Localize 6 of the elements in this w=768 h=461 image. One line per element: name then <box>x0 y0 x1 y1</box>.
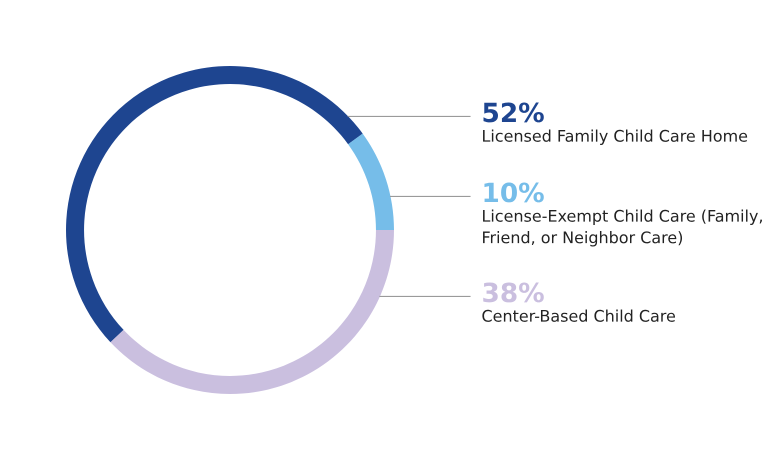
slice-label: Center-Based Child Care <box>482 310 676 322</box>
slice-label: License-Exempt Child Care (Family, Friend, or Neighbor Care) <box>483 210 762 247</box>
data-label: 10% <box>484 182 544 202</box>
data-label: 52% <box>484 102 544 122</box>
data-label: 38% <box>483 282 544 302</box>
slice-label: Licensed Family Child Care Home <box>483 130 748 145</box>
